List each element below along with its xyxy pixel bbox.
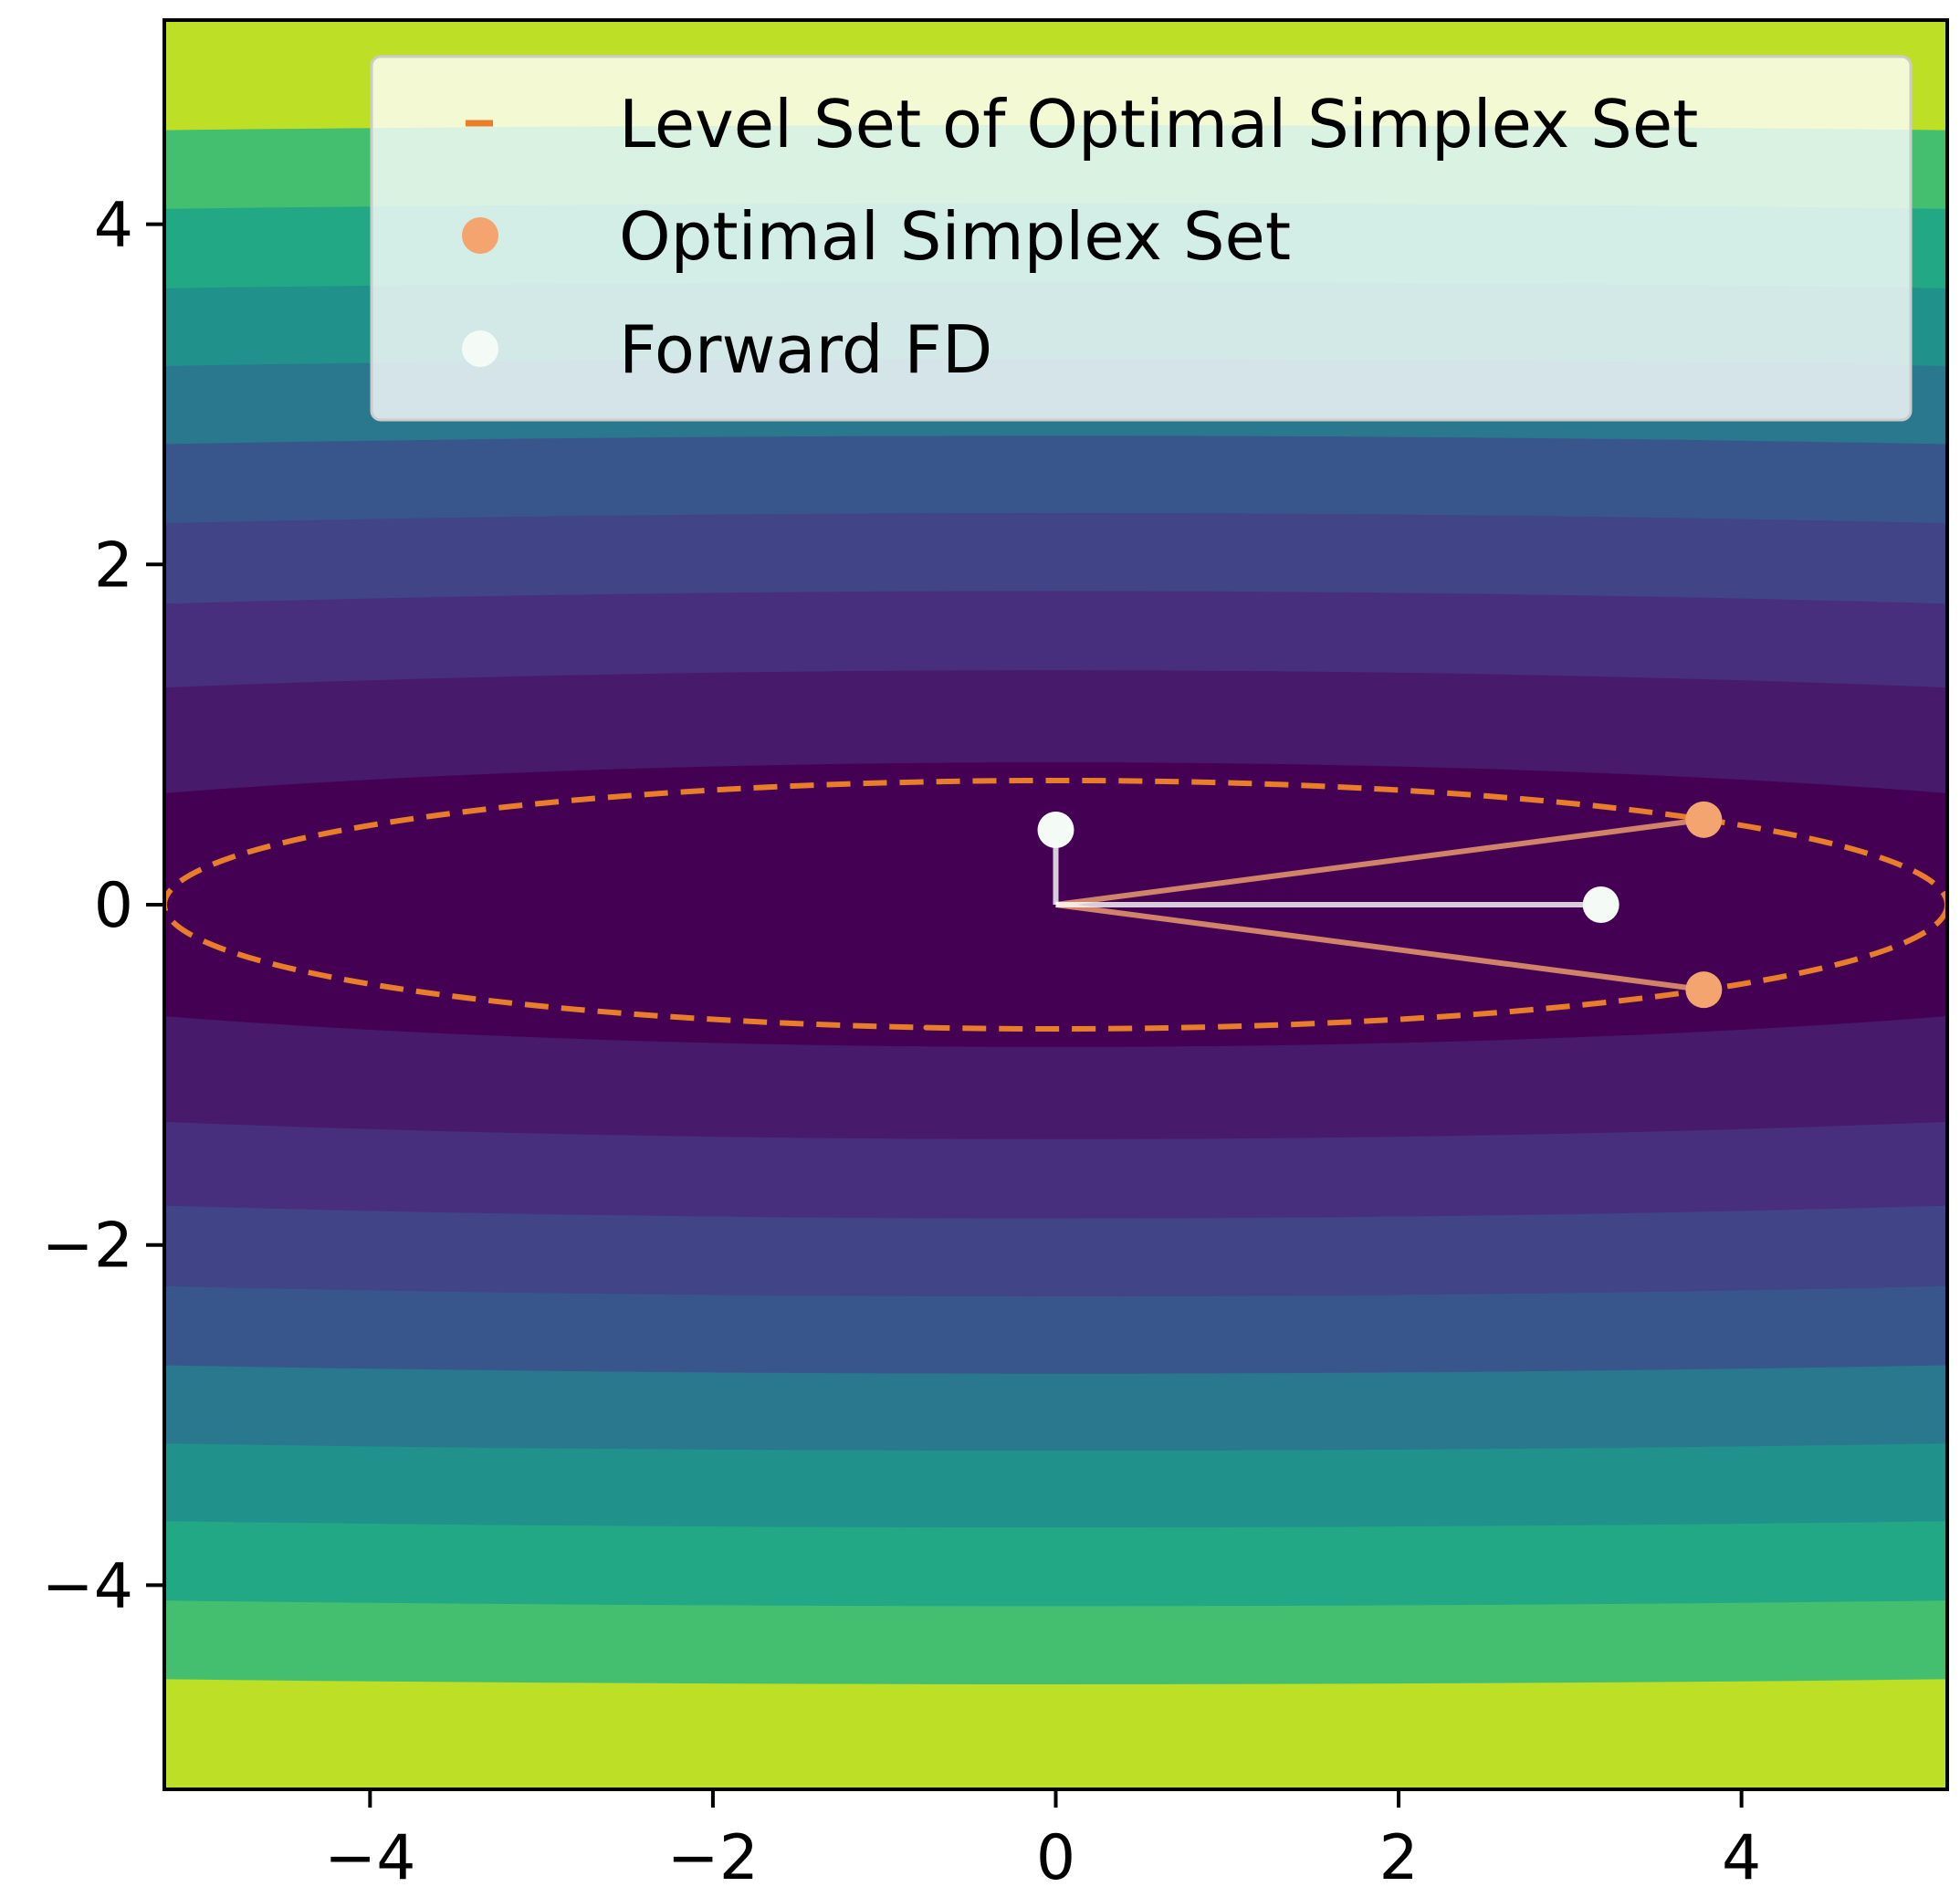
contour-fill bbox=[164, 20, 1947, 1789]
legend-label-0: Level Set of Optimal Simplex Set bbox=[619, 86, 1698, 162]
series-1-point-0 bbox=[1685, 801, 1723, 838]
legend-label-1: Optimal Simplex Set bbox=[619, 198, 1291, 275]
connector-line-0 bbox=[1055, 816, 1704, 907]
x-tick-label-4: 4 bbox=[1722, 1822, 1761, 1887]
legend-swatch-2 bbox=[462, 330, 498, 367]
x-tick-label-0: −4 bbox=[324, 1822, 415, 1887]
x-tick-label-3: 2 bbox=[1378, 1822, 1418, 1887]
legend-box bbox=[370, 55, 1913, 422]
contour-band-0 bbox=[164, 762, 1947, 1047]
series-2-point-0 bbox=[1037, 812, 1074, 849]
y-tick-label-0: −4 bbox=[42, 1550, 133, 1622]
connector-line-1 bbox=[1055, 902, 1704, 993]
y-tick-label-3: 2 bbox=[94, 529, 133, 602]
y-tick-label-2: 0 bbox=[94, 870, 133, 942]
y-tick-label-1: −2 bbox=[42, 1211, 133, 1283]
axes: −4 −2 0 2 4 −4 −2 0 2 4 bbox=[42, 190, 1762, 1887]
x-tick-label-1: −2 bbox=[667, 1822, 759, 1887]
legend: Level Set of Optimal Simplex Set Optimal … bbox=[370, 55, 1913, 422]
y-tick-label-4: 4 bbox=[94, 190, 133, 262]
level-set-ellipse bbox=[164, 778, 1947, 1032]
series-2-point-1 bbox=[1582, 886, 1619, 923]
legend-label-2: Forward FD bbox=[619, 311, 992, 388]
plot-series bbox=[164, 778, 1947, 1032]
legend-swatch-1 bbox=[462, 217, 498, 254]
x-tick-label-2: 0 bbox=[1036, 1822, 1075, 1887]
series-1-point-1 bbox=[1685, 971, 1723, 1009]
